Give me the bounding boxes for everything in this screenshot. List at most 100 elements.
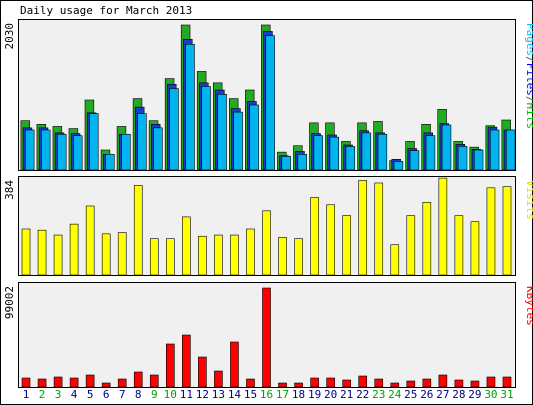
panel-visits-legend: Visits [524,180,533,220]
x-tick-label-22: 22 [356,388,369,401]
bar-pages-day-13 [217,93,227,171]
x-tick-label-23: 23 [372,388,385,401]
bar-visits-day-24 [390,244,400,276]
x-tick-label-25: 25 [404,388,417,401]
bar-visits-day-8 [133,185,143,276]
bar-kbytes-day-23 [374,378,384,388]
legend-entry-pages_files_hits-0: Pages [524,23,533,56]
bar-visits-day-25 [406,215,416,276]
bar-kbytes-day-17 [278,382,287,388]
bar-pages-day-20 [329,136,340,171]
bar-pages-day-5 [89,113,99,171]
x-tick-label-18: 18 [292,388,305,401]
bar-visits-day-9 [149,238,159,276]
bar-pages-day-23 [377,133,388,171]
bar-visits-day-19 [310,197,319,276]
bar-visits-day-2 [37,229,47,276]
bar-kbytes-day-24 [390,382,400,388]
x-tick-label-6: 6 [103,388,110,401]
bar-visits-day-13 [214,234,223,276]
bar-kbytes-day-26 [422,378,432,388]
bar-kbytes-day-29 [470,380,480,388]
bar-pages-day-24 [393,161,404,171]
bar-kbytes-day-4 [69,377,79,388]
bar-kbytes-day-21 [342,379,351,388]
bar-pages-day-10 [169,88,179,171]
bar-pages-day-14 [233,111,243,171]
bar-kbytes-day-19 [310,377,319,388]
x-tick-label-17: 17 [276,388,289,401]
bar-pages-day-3 [57,133,67,171]
x-tick-label-10: 10 [164,388,177,401]
bar-kbytes-day-15 [246,378,255,388]
x-tick-label-1: 1 [23,388,30,401]
bar-visits-day-14 [230,234,239,276]
bar-kbytes-day-5 [85,374,95,388]
bar-visits-day-28 [454,215,464,276]
bar-kbytes-day-10 [166,343,175,388]
x-tick-label-9: 9 [151,388,158,401]
x-tick-label-31: 31 [500,388,513,401]
bar-kbytes-day-25 [406,380,416,388]
bar-pages-day-28 [457,146,468,171]
bar-kbytes-day-28 [454,379,464,388]
bar-pages-day-12 [201,86,211,171]
bar-pages-day-22 [361,132,372,171]
x-tick-label-2: 2 [39,388,46,401]
x-tick-label-7: 7 [119,388,126,401]
legend-entry-pages_files_hits-3: / [524,96,533,103]
bar-kbytes-day-11 [182,334,191,388]
bar-pages-day-21 [345,146,356,171]
x-tick-label-11: 11 [180,388,193,401]
legend-entry-pages_files_hits-1: / [524,56,533,63]
legend-entry-pages_files_hits-4: Hits [524,103,533,130]
bar-visits-day-23 [374,182,384,276]
bar-visits-day-10 [166,238,175,276]
legend-entry-pages_files_hits-2: Files [524,63,533,96]
bar-visits-day-3 [53,234,63,276]
bar-visits-day-6 [101,233,111,276]
x-tick-label-24: 24 [388,388,402,401]
x-tick-label-16: 16 [260,388,273,401]
legend-entry-kbytes-0: KBytes [524,286,533,326]
bar-pages-day-18 [297,153,307,171]
bar-kbytes-day-6 [101,382,111,388]
bar-pages-day-27 [441,124,452,171]
bar-pages-day-19 [313,135,323,171]
x-tick-label-5: 5 [87,388,94,401]
bar-kbytes-day-18 [294,382,303,388]
bar-visits-day-16 [262,210,271,276]
bar-kbytes-day-14 [230,341,239,388]
bar-kbytes-day-1 [21,377,31,388]
bar-pages-day-2 [41,129,51,171]
bar-visits-day-12 [198,235,207,276]
panel-visits-ymax-label: 384 [3,180,16,200]
x-tick-label-26: 26 [420,388,433,401]
x-tick-label-29: 29 [468,388,481,401]
bar-visits-day-7 [117,232,127,276]
bar-visits-day-29 [470,221,480,276]
bar-pages-day-6 [105,153,115,171]
x-tick-label-30: 30 [484,388,497,401]
bar-pages-day-31 [505,129,516,171]
x-tick-label-14: 14 [228,388,242,401]
bar-kbytes-day-16 [262,287,271,388]
chart-title: Daily usage for March 2013 [20,4,192,17]
bar-visits-day-26 [422,202,432,276]
bar-pages-day-4 [73,135,83,171]
x-tick-label-3: 3 [55,388,62,401]
x-tick-label-27: 27 [436,388,449,401]
bar-pages-day-26 [425,135,436,171]
bar-visits-day-27 [438,177,448,276]
bar-visits-day-18 [294,238,303,276]
bar-kbytes-day-9 [149,374,159,388]
panel-pages_files_hits-ymax-label: 2030 [3,23,16,50]
bar-pages-day-15 [249,104,259,171]
bar-visits-day-20 [326,204,335,276]
bar-kbytes-day-8 [133,371,143,388]
x-tick-label-20: 20 [324,388,337,401]
x-tick-label-19: 19 [308,388,321,401]
bar-visits-day-4 [69,223,79,276]
